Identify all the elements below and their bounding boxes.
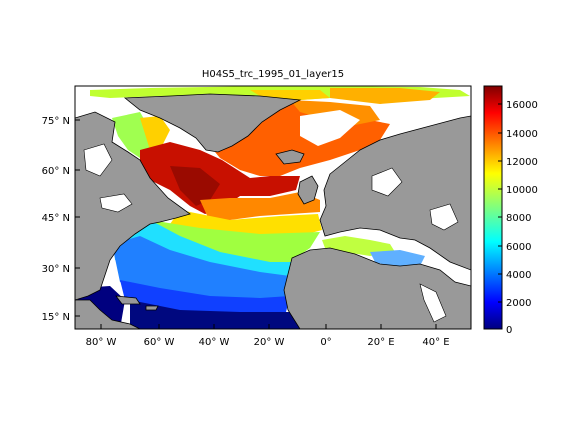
inland-no-data [83, 143, 459, 323]
lat-axis: 75° N 60° N 45° N 30° N 15° N [42, 116, 80, 323]
lon-tick-label: 20° E [367, 337, 394, 348]
lat-tick-label: 75° N [42, 116, 70, 127]
colorbar-tick-label: 0 [506, 325, 512, 336]
colorbar-tick-label: 4000 [506, 270, 531, 281]
lon-tick-label: 40° W [199, 337, 230, 348]
colorbar-tick-label: 14000 [506, 129, 538, 140]
land-british-isles [297, 175, 319, 205]
map-axes [75, 86, 471, 329]
colorbar-tick-label: 16000 [506, 100, 538, 111]
colorbar-gradient [483, 85, 503, 330]
lon-axis: 80° W 60° W 40° W 20° W 0° 20° E 40° E [86, 324, 450, 348]
lat-tick-label: 60° N [42, 166, 70, 177]
lon-tick-label: 20° W [254, 337, 285, 348]
land-iceland [275, 149, 305, 165]
lat-tick-label: 30° N [42, 264, 70, 275]
tropical-band [130, 300, 300, 329]
land-central-america [75, 299, 141, 329]
map-frame [74, 85, 472, 330]
colorbar-tick-label: 10000 [506, 185, 538, 196]
subtropical-gyre [112, 236, 290, 300]
colorbar-tick-label: 8000 [506, 213, 531, 224]
lon-tick-label: 40° E [422, 337, 449, 348]
lon-tick-label: 0° [320, 337, 331, 348]
land-europe [319, 115, 471, 271]
lat-tick-label: 15° N [42, 312, 70, 323]
land-africa [283, 247, 471, 329]
colorbar: 16000 14000 12000 10000 8000 6000 4000 2… [483, 85, 538, 336]
map-title: H04S5_trc_1995_01_layer15 [201, 69, 345, 80]
lat-tick-label: 45° N [42, 213, 70, 224]
colorbar-tick-label: 2000 [506, 298, 531, 309]
lon-tick-label: 60° W [144, 337, 175, 348]
land [75, 93, 471, 329]
colorbar-tick-label: 6000 [506, 242, 531, 253]
lon-tick-label: 80° W [86, 337, 117, 348]
colorbar-tick-label: 12000 [506, 157, 538, 168]
subpolar-gyre-core [140, 142, 300, 214]
labrador-sea [112, 112, 150, 158]
land-greenland [123, 93, 302, 153]
